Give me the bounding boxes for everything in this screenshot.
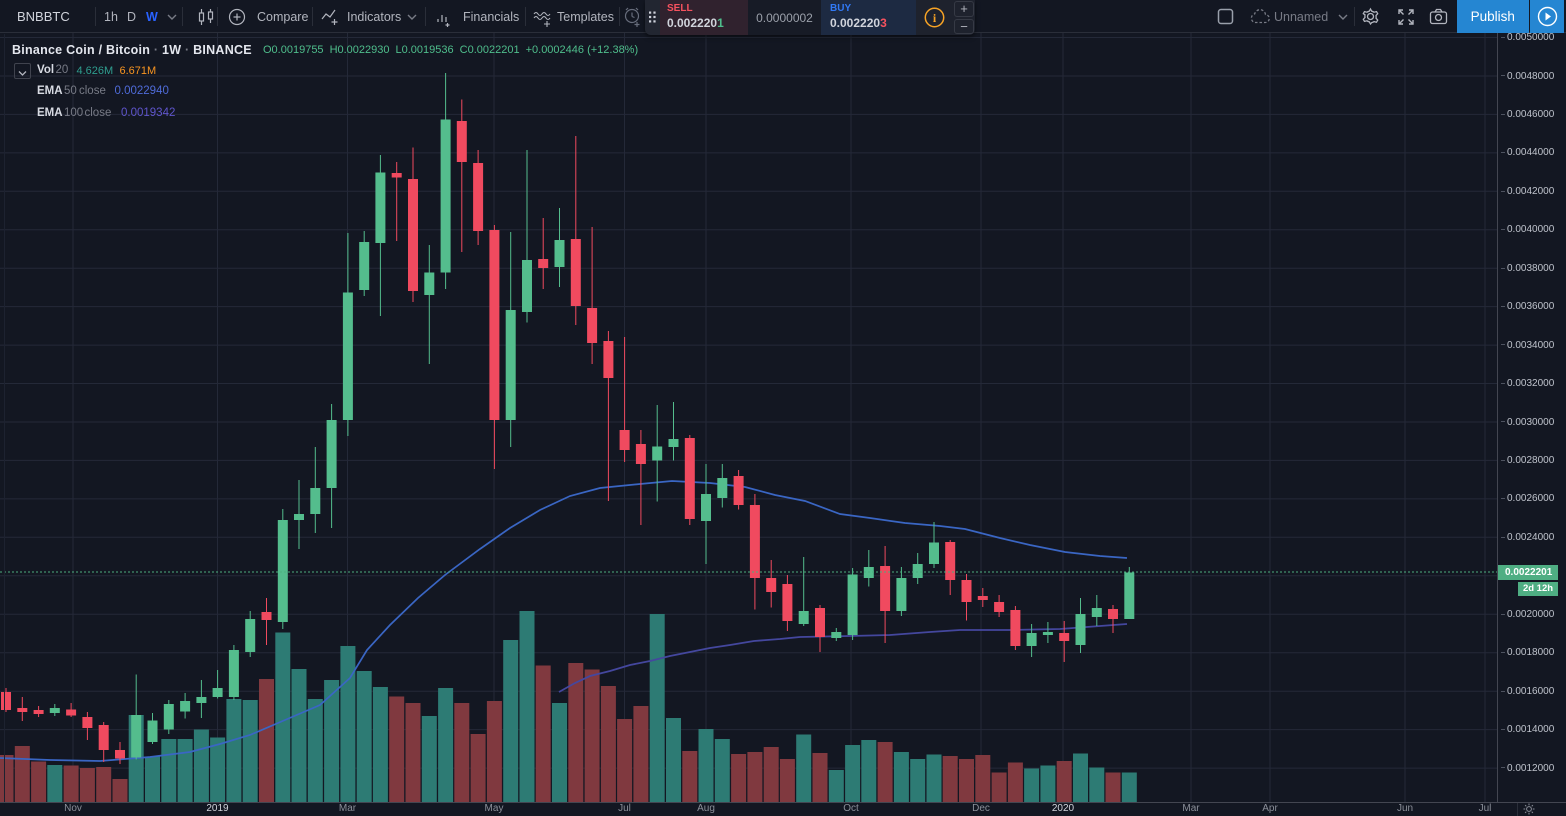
- svg-text:i: i: [933, 11, 937, 25]
